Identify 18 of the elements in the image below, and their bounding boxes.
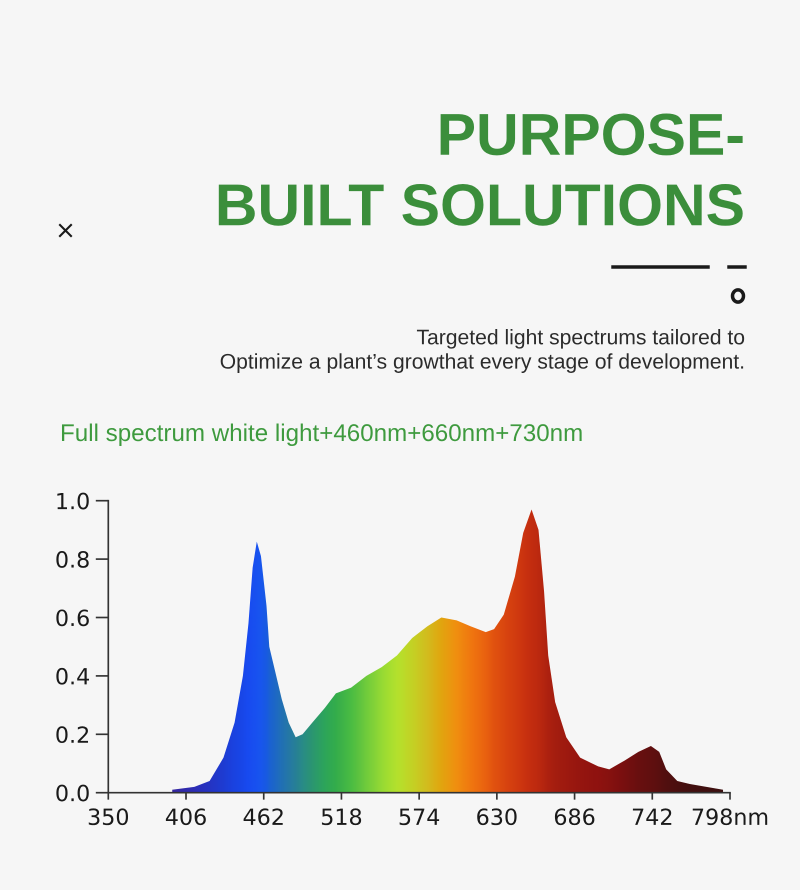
y-tick-label: 0.2	[56, 726, 88, 744]
y-tick-label: 0.4	[56, 668, 89, 685]
x-tick-label: 406	[166, 808, 206, 826]
x-tick-label: 462	[244, 808, 283, 826]
chart-title: PURPOSE- BUILT SOLUTIONS	[218, 114, 743, 226]
y-tick-label: 1.0	[57, 492, 89, 510]
x-tick-label: 350	[88, 808, 128, 826]
x-tick-label: 798nm	[692, 808, 768, 826]
x-tick-label: 742	[632, 808, 672, 825]
chart-subtitle: Targeted light spectrums tailored to Optimize a plant’s growthat every stage of development.	[220, 329, 744, 373]
y-tick-label: 0.6	[56, 609, 89, 626]
y-tick-label: 0.8	[56, 551, 89, 568]
x-tick-label: 630	[477, 808, 517, 826]
x-tick-label: 574	[400, 808, 440, 826]
text: Full spectrum white light+460nm+660nm+730nm	[62, 423, 582, 446]
x-tick-label: 686	[554, 808, 594, 826]
y-tick-label: 0.0	[56, 784, 89, 802]
x-tick-label: 518	[322, 808, 362, 826]
